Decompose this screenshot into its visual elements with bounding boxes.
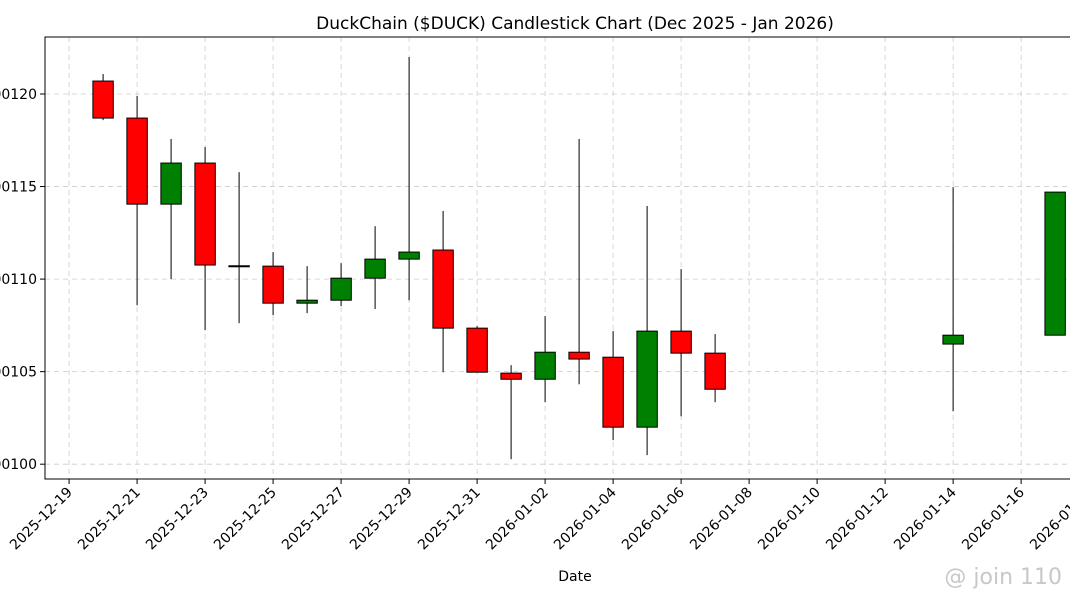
candle-body <box>330 277 352 301</box>
candle-body <box>92 80 114 119</box>
candle-body <box>568 351 590 360</box>
y-tick-label: 0.00110 <box>0 272 37 288</box>
candle-body <box>466 327 488 373</box>
chart-title: DuckChain ($DUCK) Candlestick Chart (Dec… <box>316 14 834 34</box>
candle-body <box>296 299 318 304</box>
x-tick-label: 2025-12-31 <box>415 485 484 554</box>
x-tick-label: 2026-01-18 <box>1027 485 1070 554</box>
candle-body <box>1044 191 1066 336</box>
candle-body <box>160 162 182 205</box>
candle-body <box>534 351 556 380</box>
candle-body <box>228 265 250 268</box>
candle-body <box>636 330 658 428</box>
candle-body <box>194 162 216 266</box>
x-tick-label: 2026-01-02 <box>483 485 552 554</box>
x-tick-label: 2026-01-16 <box>959 484 1028 553</box>
x-tick-label: 2026-01-14 <box>891 484 960 553</box>
y-tick-label: 0.00120 <box>0 87 37 103</box>
x-tick-label: 2025-12-29 <box>347 485 416 554</box>
x-tick-label: 2026-01-12 <box>823 485 892 554</box>
watermark: @ join 110 <box>944 565 1062 590</box>
x-tick-label: 2025-12-25 <box>211 485 280 554</box>
x-tick-label: 2026-01-08 <box>687 485 756 554</box>
x-tick-label: 2025-12-23 <box>143 485 212 554</box>
candle-body <box>398 251 420 260</box>
x-axis-label: Date <box>558 569 591 585</box>
candle-body <box>942 334 964 345</box>
x-tick-label: 2025-12-27 <box>279 485 348 554</box>
candle-body <box>670 330 692 354</box>
x-tick-label: 2026-01-06 <box>619 484 688 553</box>
candle-body <box>126 117 148 205</box>
x-tick-label: 2025-12-19 <box>7 485 76 554</box>
x-tick-label: 2026-01-10 <box>755 485 824 554</box>
candle-body <box>432 249 454 329</box>
candle-body <box>364 258 386 279</box>
axis-frame <box>44 36 1070 480</box>
candle-body <box>262 265 284 304</box>
candle-body <box>500 372 522 380</box>
x-tick-label: 2026-01-04 <box>551 484 620 553</box>
candle-body <box>602 356 624 428</box>
x-tick-label: 2025-12-21 <box>75 485 144 554</box>
candle-body <box>704 352 726 390</box>
